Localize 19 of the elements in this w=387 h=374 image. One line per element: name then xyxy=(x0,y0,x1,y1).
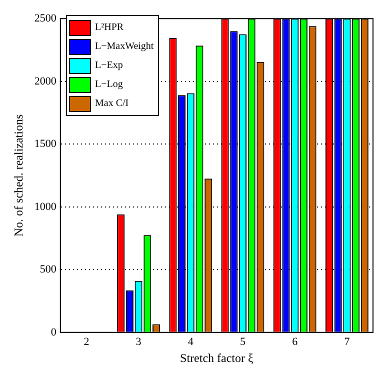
x-tick-label: 3 xyxy=(136,336,142,348)
x-tick-label: 6 xyxy=(292,336,298,348)
y-tick-label: 2500 xyxy=(34,12,57,24)
x-axis-title: Stretch factor ξ xyxy=(180,350,254,365)
y-tick-label: 0 xyxy=(50,326,57,338)
x-tick-label: 7 xyxy=(344,336,350,348)
legend-label: L−Log xyxy=(95,79,123,90)
y-axis-title: No. of sched. realizations xyxy=(11,114,26,237)
x-tick-label: 2 xyxy=(84,336,90,348)
x-tick-label: 4 xyxy=(188,336,194,348)
legend-label: Max C/I xyxy=(95,98,129,109)
legend-label: L²HPR xyxy=(95,22,124,33)
y-tick-label: 1500 xyxy=(34,138,57,150)
y-tick-label: 2000 xyxy=(34,75,57,88)
legend-label: L−MaxWeight xyxy=(95,41,154,52)
legend-label: L−Exp xyxy=(95,60,123,71)
x-tick-label: 5 xyxy=(240,336,246,348)
y-tick-label: 1000 xyxy=(34,200,57,213)
y-tick-label: 500 xyxy=(40,264,57,276)
